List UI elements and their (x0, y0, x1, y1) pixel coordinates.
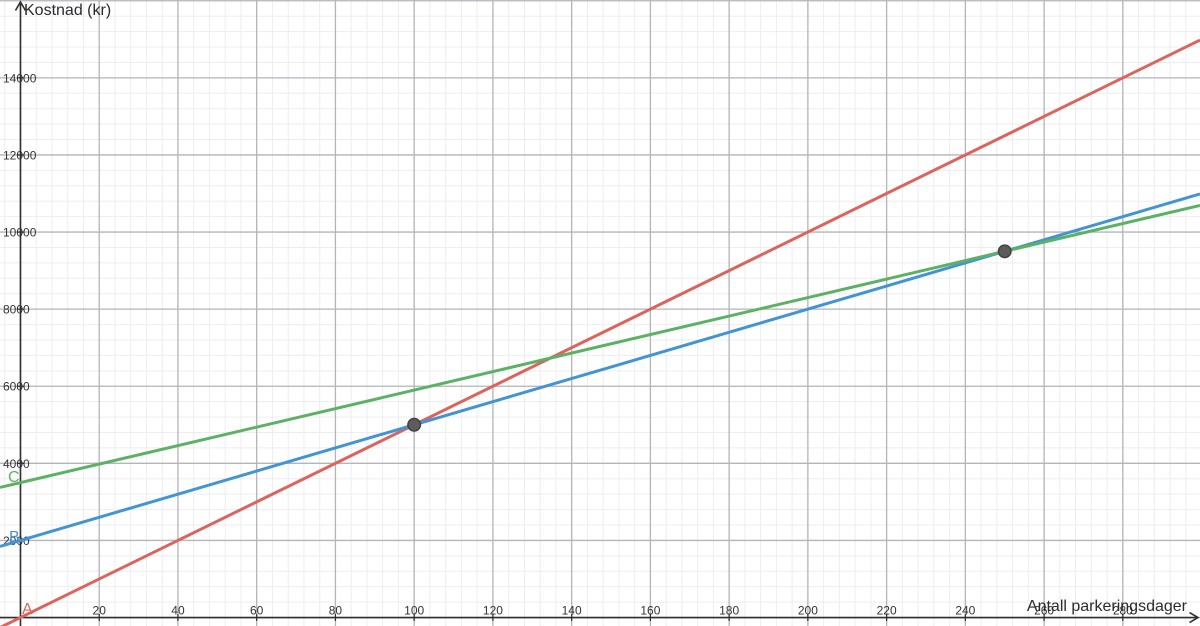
x-tick-label: 200 (798, 604, 818, 618)
x-tick-label: 100 (404, 604, 424, 618)
x-tick-label: 60 (250, 604, 264, 618)
y-tick-label: 4000 (3, 457, 30, 471)
y-tick-label: 14000 (3, 71, 37, 85)
x-tick-label: 20 (93, 604, 107, 618)
y-axis-arrow-icon (14, 0, 27, 11)
x-tick-label: 280 (1113, 604, 1133, 618)
y-tick-label: 10000 (3, 226, 37, 240)
x-tick-label: 160 (640, 604, 660, 618)
x-tick-label: 80 (329, 604, 343, 618)
x-tick-label: 180 (719, 604, 739, 618)
x-tick-label: 120 (483, 604, 503, 618)
graph-point-1[interactable] (407, 417, 422, 432)
graph-line-a[interactable] (0, 38, 1200, 626)
x-tick-label: 40 (171, 604, 185, 618)
x-tick-label: 140 (562, 604, 582, 618)
x-tick-label: 240 (955, 604, 975, 618)
graph-point-2[interactable] (997, 244, 1012, 259)
x-tick-label: 220 (877, 604, 897, 618)
y-tick-label: 8000 (3, 303, 30, 317)
x-axis-arrow-icon (1189, 611, 1200, 624)
y-tick-label: 6000 (3, 380, 30, 394)
x-tick-label: 260 (1034, 604, 1054, 618)
y-tick-label: 12000 (3, 148, 37, 162)
